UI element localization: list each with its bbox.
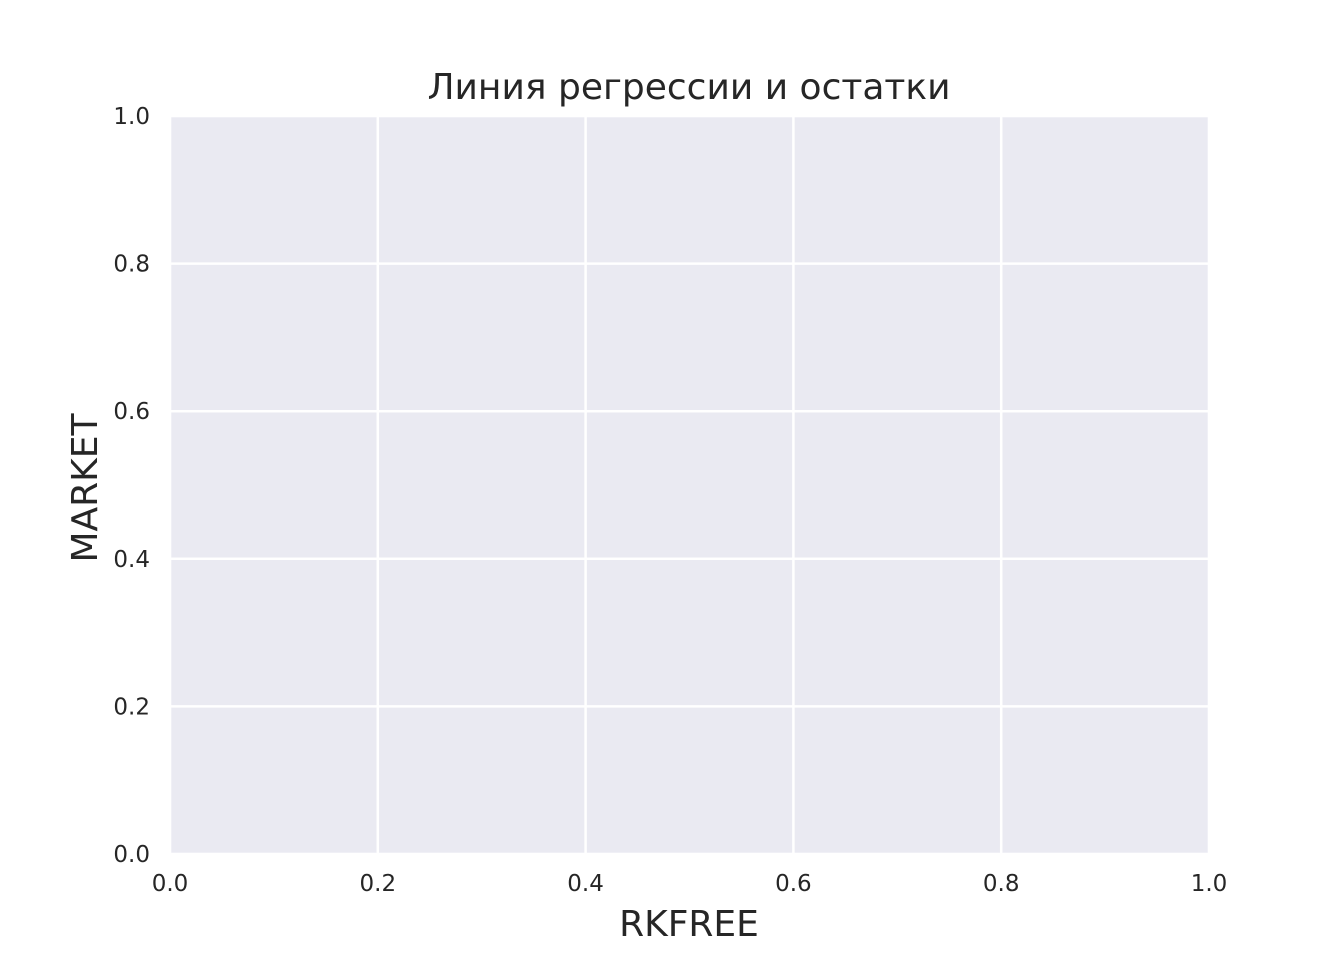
plot-area: [170, 116, 1209, 854]
x-tick-label: 0.0: [152, 871, 189, 897]
grid-x: [168, 116, 1211, 854]
x-tick-label: 1.0: [1191, 871, 1228, 897]
y-tick-label: 0.4: [113, 547, 150, 573]
x-tick-label: 0.2: [360, 871, 397, 897]
y-tick-label: 1.0: [113, 104, 150, 130]
y-tick-labels: 0.0 0.2 0.4 0.6 0.8 1.0: [113, 104, 150, 868]
x-tick-labels: 0.0 0.2 0.4 0.6 0.8 1.0: [152, 871, 1228, 897]
y-tick-label: 0.2: [113, 694, 150, 720]
y-tick-label: 0.6: [113, 399, 150, 425]
x-tick-label: 0.6: [775, 871, 812, 897]
x-axis-label: RKFREE: [619, 904, 759, 945]
y-tick-label: 0.0: [113, 842, 150, 868]
x-tick-label: 0.8: [983, 871, 1020, 897]
chart-title: Линия регрессии и остатки: [427, 67, 950, 108]
y-tick-label: 0.8: [113, 252, 150, 278]
y-axis-label: MARKET: [65, 412, 106, 562]
grid-y: [170, 114, 1209, 856]
x-tick-label: 0.4: [567, 871, 604, 897]
